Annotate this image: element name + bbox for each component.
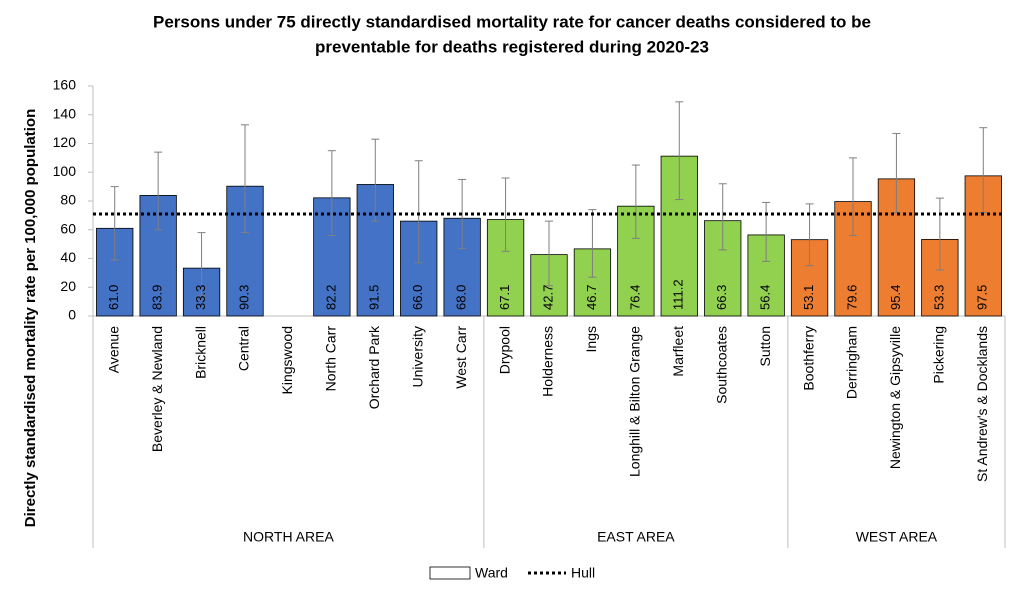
x-tick-label: Boothferry: [800, 326, 816, 391]
y-tick-label: 140: [53, 105, 77, 121]
x-tick-label: Derringham: [844, 326, 860, 399]
group-label: WEST AREA: [856, 529, 938, 545]
x-tick-label: Drypool: [496, 326, 512, 374]
data-label: 82.2: [323, 285, 338, 310]
x-tick-label: Southcoates: [713, 326, 729, 404]
data-label: 53.3: [931, 285, 946, 310]
x-tick-label: Sutton: [757, 326, 773, 366]
data-label: 33.3: [193, 285, 208, 310]
y-tick-label: 120: [53, 134, 77, 150]
x-tick-label: Kingswood: [279, 326, 295, 395]
x-tick-label: St Andrew's & Docklands: [974, 326, 990, 482]
data-label: 83.9: [150, 285, 165, 310]
x-tick-label: Newington & Gipsyville: [887, 326, 903, 469]
x-tick-label: Avenue: [105, 326, 121, 373]
data-label: 111.2: [671, 279, 686, 310]
chart-title: preventable for deaths registered during…: [315, 37, 709, 56]
data-label: 46.7: [584, 285, 599, 310]
data-label: 42.7: [540, 285, 555, 310]
x-tick-label: Bricknell: [192, 326, 208, 379]
data-label: 67.1: [497, 285, 512, 310]
x-tick-label: Ings: [583, 326, 599, 352]
y-axis-label: Directly standardised mortality rate per…: [22, 109, 39, 527]
x-tick-label: Central: [236, 326, 252, 371]
data-label: 76.4: [627, 285, 642, 310]
data-label: 66.3: [714, 285, 729, 310]
x-tick-label: Beverley & Newland: [149, 326, 165, 452]
data-label: 79.6: [844, 285, 859, 310]
y-tick-label: 60: [60, 220, 76, 236]
group-label: NORTH AREA: [243, 529, 334, 545]
data-label: 90.3: [236, 285, 251, 310]
y-tick-label: 100: [53, 163, 77, 179]
group-label: EAST AREA: [597, 529, 675, 545]
data-label: 66.0: [410, 285, 425, 310]
data-label: 68.0: [454, 285, 469, 310]
y-tick-label: 80: [60, 192, 76, 208]
data-label: 53.1: [801, 285, 816, 310]
x-tick-label: Orchard Park: [366, 325, 382, 409]
legend-label: Hull: [571, 565, 595, 581]
chart-title: Persons under 75 directly standardised m…: [153, 12, 871, 31]
data-label: 91.5: [367, 285, 382, 310]
y-tick-label: 160: [53, 77, 77, 93]
x-tick-label: Pickering: [931, 326, 947, 384]
data-label: 97.5: [975, 285, 990, 310]
data-label: 56.4: [758, 285, 773, 310]
x-tick-label: University: [409, 326, 425, 387]
legend-label: Ward: [475, 565, 508, 581]
y-tick-label: 40: [60, 249, 76, 265]
x-tick-label: Longhill & Bilton Grange: [627, 326, 643, 477]
y-tick-label: 20: [60, 278, 76, 294]
x-tick-label: Marfleet: [670, 326, 686, 377]
x-tick-label: North Carr: [323, 326, 339, 392]
x-tick-label: Holderness: [540, 326, 556, 397]
y-tick-label: 0: [68, 307, 76, 323]
data-label: 61.0: [106, 285, 121, 310]
x-tick-label: West Carr: [453, 326, 469, 389]
bar: [877, 178, 916, 317]
data-label: 95.4: [888, 285, 903, 310]
legend-swatch: [429, 566, 471, 580]
